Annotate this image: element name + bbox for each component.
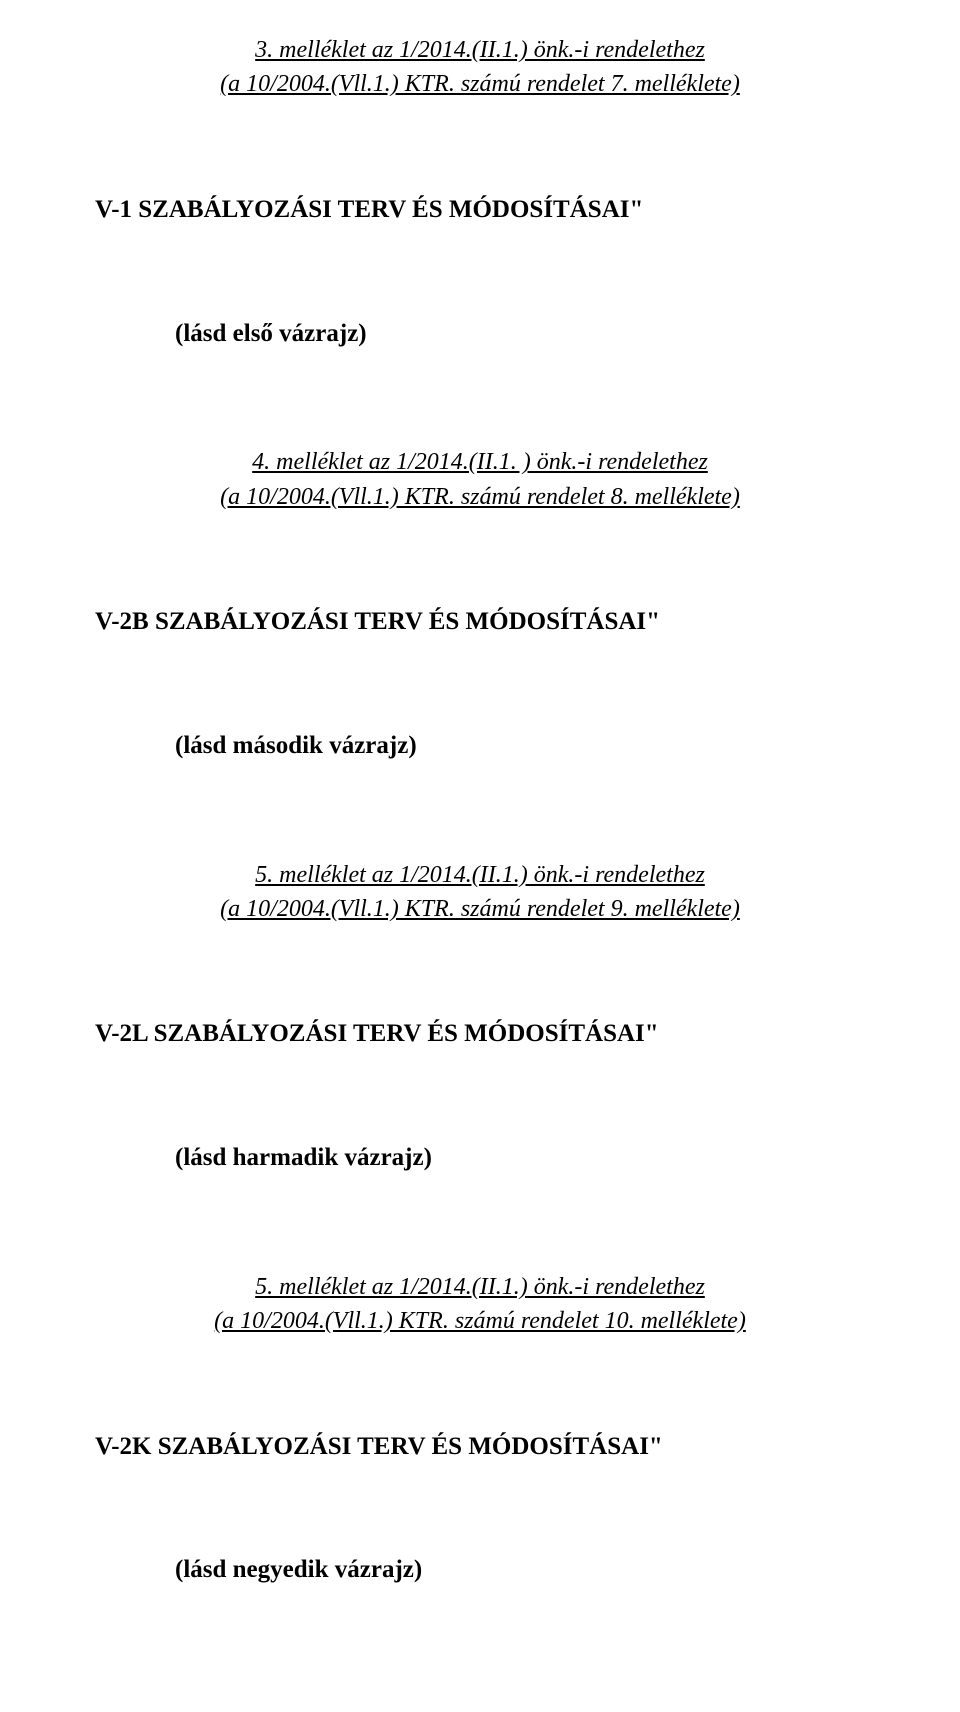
spacer xyxy=(90,1463,870,1553)
spacer xyxy=(90,925,870,1017)
attachment-reference: 5. melléklet az 1/2014.(II.1.) önk.-i re… xyxy=(90,859,870,891)
see-note: (lásd második vázrajz) xyxy=(90,729,870,763)
attachment-reference: (a 10/2004.(Vll.1.) KTR. számú rendelet … xyxy=(90,893,870,925)
section-heading: V-2K SZABÁLYOZÁSI TERV ÉS MÓDOSÍTÁSAI" xyxy=(90,1430,870,1464)
section-heading: V-1 SZABÁLYOZÁSI TERV ÉS MÓDOSÍTÁSAI" xyxy=(90,193,870,227)
section-heading: V-2B SZABÁLYOZÁSI TERV ÉS MÓDOSÍTÁSAI" xyxy=(90,605,870,639)
spacer xyxy=(90,101,870,193)
spacer xyxy=(90,513,870,605)
see-note: (lásd harmadik vázrajz) xyxy=(90,1141,870,1175)
attachment-reference: 3. melléklet az 1/2014.(II.1.) önk.-i re… xyxy=(90,34,870,66)
spacer xyxy=(90,350,870,446)
attachment-reference: 5. melléklet az 1/2014.(II.1.) önk.-i re… xyxy=(90,1271,870,1303)
spacer xyxy=(90,1338,870,1430)
attachment-reference: 4. melléklet az 1/2014.(II.1. ) önk.-i r… xyxy=(90,446,870,478)
attachment-reference: (a 10/2004.(Vll.1.) KTR. számú rendelet … xyxy=(90,68,870,100)
spacer xyxy=(90,1175,870,1271)
document-page: 3. melléklet az 1/2014.(II.1.) önk.-i re… xyxy=(0,0,960,1712)
see-note: (lásd első vázrajz) xyxy=(90,317,870,351)
spacer xyxy=(90,227,870,317)
attachment-reference: (a 10/2004.(Vll.1.) KTR. számú rendelet … xyxy=(90,481,870,513)
see-note: (lásd negyedik vázrajz) xyxy=(90,1553,870,1587)
section-heading: V-2L SZABÁLYOZÁSI TERV ÉS MÓDOSÍTÁSAI" xyxy=(90,1017,870,1051)
spacer xyxy=(90,1051,870,1141)
attachment-reference: (a 10/2004.(Vll.1.) KTR. számú rendelet … xyxy=(90,1305,870,1337)
spacer xyxy=(90,639,870,729)
spacer xyxy=(90,763,870,859)
